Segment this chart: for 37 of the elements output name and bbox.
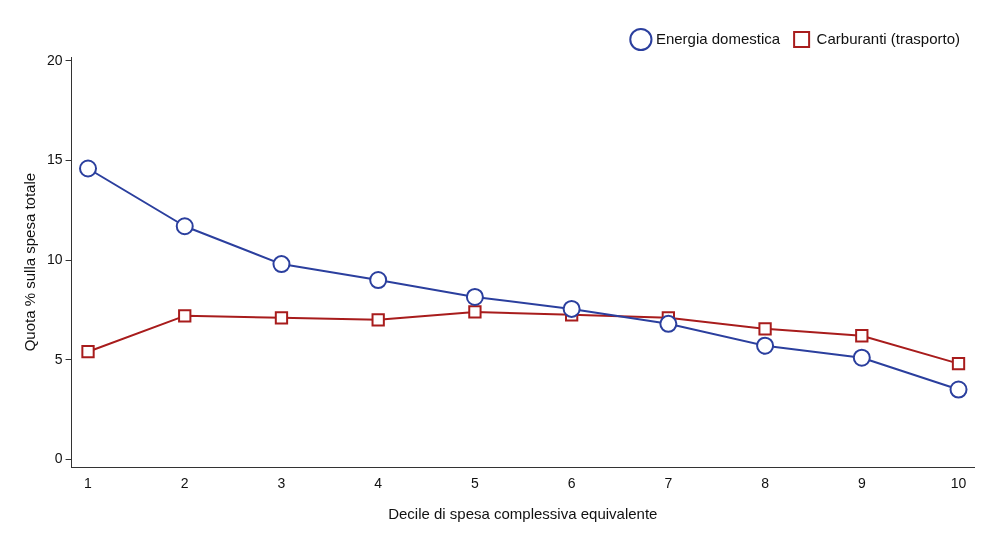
point: [175, 217, 194, 236]
y-tick-label: 15: [46, 151, 63, 168]
x-tick-label: 10: [950, 475, 967, 492]
point: [371, 313, 385, 327]
point: [562, 299, 581, 318]
point: [756, 336, 775, 355]
y-tick-label: 20: [46, 51, 63, 68]
legend-label: Carburanti (trasporto): [816, 29, 960, 47]
point: [81, 345, 95, 359]
x-tick-label: 7: [664, 475, 673, 492]
x-tick-label: 6: [567, 475, 576, 492]
x-tick-label: 3: [277, 475, 286, 492]
legend-label: Energia domestica: [655, 29, 781, 47]
point: [949, 380, 968, 399]
point: [274, 311, 289, 325]
point: [659, 314, 678, 333]
y-tick-label: 10: [46, 250, 63, 267]
point: [272, 255, 291, 274]
x-tick-label: 4: [374, 475, 383, 492]
point: [79, 159, 98, 178]
y-tick-label: 5: [54, 350, 63, 367]
point: [468, 305, 482, 319]
x-axis-title: Decile di spesa complessiva equivalente: [388, 505, 658, 523]
point: [465, 287, 484, 306]
x-tick-label: 8: [761, 475, 770, 492]
x-tick-label: 5: [471, 475, 480, 492]
x-tick-label: 1: [84, 475, 93, 492]
point: [855, 329, 869, 343]
x-tick-label: 2: [180, 475, 189, 492]
y-axis-title: Quota % sulla spesa totale: [21, 172, 39, 352]
x-tick-label: 9: [857, 475, 866, 492]
y-tick-label: 0: [54, 450, 63, 467]
point: [951, 357, 966, 371]
point: [369, 271, 388, 290]
point: [758, 322, 772, 336]
point: [178, 309, 192, 323]
point: [852, 348, 871, 367]
